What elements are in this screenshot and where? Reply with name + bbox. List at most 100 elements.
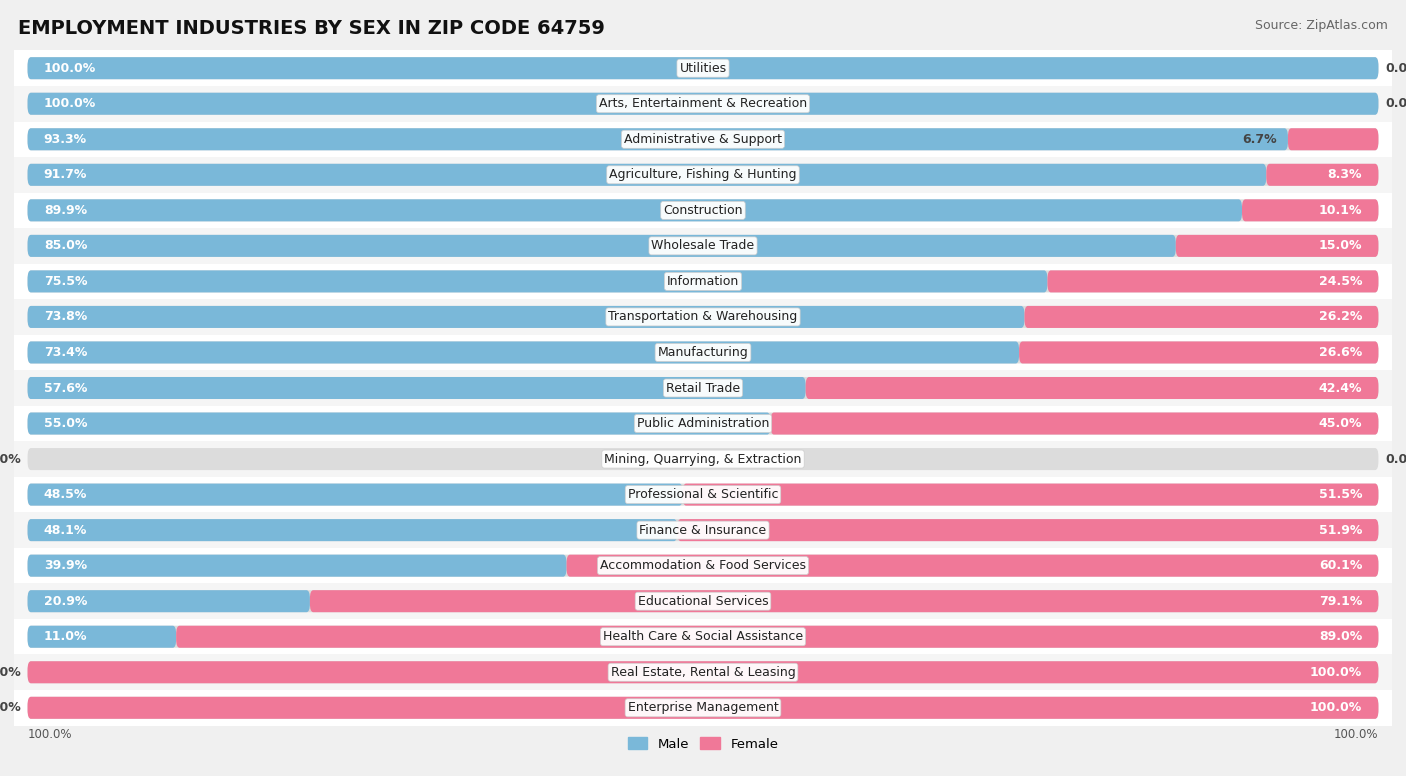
Text: Professional & Scientific: Professional & Scientific <box>627 488 779 501</box>
Text: 0.0%: 0.0% <box>1385 62 1406 74</box>
Bar <box>14 300 1392 334</box>
Bar <box>14 442 1392 476</box>
Text: 89.9%: 89.9% <box>44 204 87 217</box>
FancyBboxPatch shape <box>28 697 1378 719</box>
Text: 6.7%: 6.7% <box>1243 133 1277 146</box>
FancyBboxPatch shape <box>28 377 806 399</box>
FancyBboxPatch shape <box>28 199 1241 221</box>
Text: 39.9%: 39.9% <box>44 559 87 572</box>
Legend: Male, Female: Male, Female <box>623 732 783 756</box>
FancyBboxPatch shape <box>770 413 1378 435</box>
Text: Manufacturing: Manufacturing <box>658 346 748 359</box>
FancyBboxPatch shape <box>28 235 1378 257</box>
FancyBboxPatch shape <box>28 128 1378 151</box>
Text: 48.5%: 48.5% <box>44 488 87 501</box>
Text: 45.0%: 45.0% <box>1319 417 1362 430</box>
Text: 79.1%: 79.1% <box>1319 594 1362 608</box>
Text: Construction: Construction <box>664 204 742 217</box>
Text: 93.3%: 93.3% <box>44 133 87 146</box>
FancyBboxPatch shape <box>28 519 678 541</box>
Bar <box>14 690 1392 726</box>
Text: 26.6%: 26.6% <box>1319 346 1362 359</box>
Text: 73.4%: 73.4% <box>44 346 87 359</box>
FancyBboxPatch shape <box>28 413 770 435</box>
Text: 55.0%: 55.0% <box>44 417 87 430</box>
FancyBboxPatch shape <box>683 483 1378 506</box>
FancyBboxPatch shape <box>28 306 1025 328</box>
FancyBboxPatch shape <box>678 519 1378 541</box>
Text: Real Estate, Rental & Leasing: Real Estate, Rental & Leasing <box>610 666 796 679</box>
FancyBboxPatch shape <box>28 306 1378 328</box>
FancyBboxPatch shape <box>309 591 1378 612</box>
Text: 75.5%: 75.5% <box>44 275 87 288</box>
FancyBboxPatch shape <box>1175 235 1378 257</box>
FancyBboxPatch shape <box>28 591 1378 612</box>
Text: 85.0%: 85.0% <box>44 239 87 252</box>
Text: Public Administration: Public Administration <box>637 417 769 430</box>
Bar <box>14 86 1392 122</box>
FancyBboxPatch shape <box>28 235 1175 257</box>
FancyBboxPatch shape <box>28 519 1378 541</box>
FancyBboxPatch shape <box>28 555 567 577</box>
Text: 42.4%: 42.4% <box>1319 382 1362 394</box>
FancyBboxPatch shape <box>28 164 1378 185</box>
Text: 10.1%: 10.1% <box>1319 204 1362 217</box>
Text: 20.9%: 20.9% <box>44 594 87 608</box>
Bar <box>14 122 1392 157</box>
FancyBboxPatch shape <box>28 92 1378 115</box>
FancyBboxPatch shape <box>28 483 1378 506</box>
Text: 48.1%: 48.1% <box>44 524 87 537</box>
Text: 0.0%: 0.0% <box>0 452 21 466</box>
Text: Health Care & Social Assistance: Health Care & Social Assistance <box>603 630 803 643</box>
Bar <box>14 228 1392 264</box>
Text: 57.6%: 57.6% <box>44 382 87 394</box>
Bar <box>14 476 1392 512</box>
Text: Finance & Insurance: Finance & Insurance <box>640 524 766 537</box>
Text: 73.8%: 73.8% <box>44 310 87 324</box>
FancyBboxPatch shape <box>1267 164 1378 185</box>
FancyBboxPatch shape <box>28 661 1378 684</box>
Bar <box>14 157 1392 192</box>
Text: 0.0%: 0.0% <box>1385 452 1406 466</box>
FancyBboxPatch shape <box>567 555 1378 577</box>
Text: 100.0%: 100.0% <box>28 729 72 741</box>
Text: 100.0%: 100.0% <box>1310 666 1362 679</box>
Text: 100.0%: 100.0% <box>1334 729 1378 741</box>
Text: 15.0%: 15.0% <box>1319 239 1362 252</box>
Bar <box>14 584 1392 619</box>
FancyBboxPatch shape <box>28 57 1378 79</box>
Text: Agriculture, Fishing & Hunting: Agriculture, Fishing & Hunting <box>609 168 797 182</box>
Text: 89.0%: 89.0% <box>1319 630 1362 643</box>
Text: Transportation & Warehousing: Transportation & Warehousing <box>609 310 797 324</box>
Text: 91.7%: 91.7% <box>44 168 87 182</box>
FancyBboxPatch shape <box>28 341 1378 363</box>
Bar <box>14 192 1392 228</box>
Text: Mining, Quarrying, & Extraction: Mining, Quarrying, & Extraction <box>605 452 801 466</box>
Text: Information: Information <box>666 275 740 288</box>
FancyBboxPatch shape <box>28 164 1267 185</box>
Text: Source: ZipAtlas.com: Source: ZipAtlas.com <box>1254 19 1388 33</box>
FancyBboxPatch shape <box>176 625 1378 648</box>
Text: Educational Services: Educational Services <box>638 594 768 608</box>
FancyBboxPatch shape <box>28 697 1378 719</box>
Text: Administrative & Support: Administrative & Support <box>624 133 782 146</box>
FancyBboxPatch shape <box>28 413 1378 435</box>
Text: 100.0%: 100.0% <box>44 97 96 110</box>
FancyBboxPatch shape <box>1241 199 1378 221</box>
Text: 100.0%: 100.0% <box>1310 702 1362 714</box>
FancyBboxPatch shape <box>28 92 1378 115</box>
Bar <box>14 370 1392 406</box>
Bar <box>14 406 1392 442</box>
Bar <box>14 548 1392 584</box>
Text: 0.0%: 0.0% <box>1385 97 1406 110</box>
FancyBboxPatch shape <box>28 128 1288 151</box>
Text: 51.9%: 51.9% <box>1319 524 1362 537</box>
FancyBboxPatch shape <box>28 270 1047 293</box>
FancyBboxPatch shape <box>806 377 1378 399</box>
FancyBboxPatch shape <box>28 483 683 506</box>
Text: 8.3%: 8.3% <box>1327 168 1362 182</box>
Text: Accommodation & Food Services: Accommodation & Food Services <box>600 559 806 572</box>
Text: Enterprise Management: Enterprise Management <box>627 702 779 714</box>
Bar <box>14 334 1392 370</box>
FancyBboxPatch shape <box>1288 128 1378 151</box>
